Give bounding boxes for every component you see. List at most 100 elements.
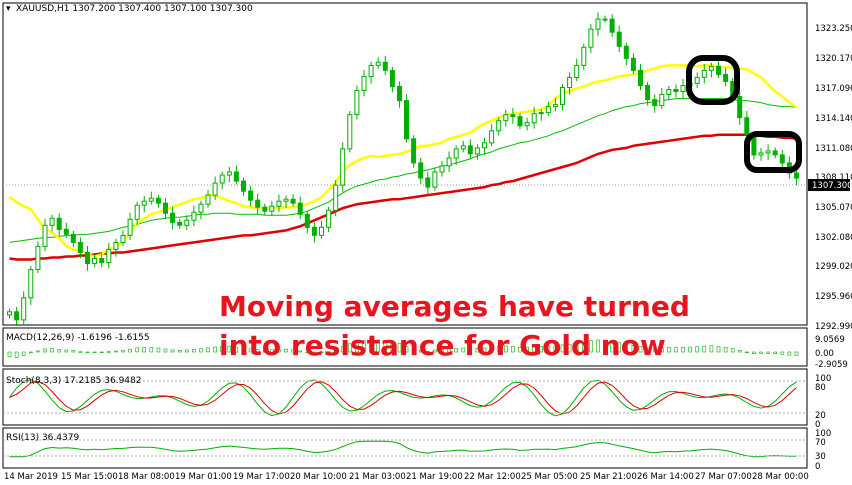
macd-bar — [688, 346, 692, 353]
ma-fast-line — [8, 64, 798, 258]
candle-body — [49, 217, 55, 226]
candle-body — [170, 212, 176, 223]
candle-body — [397, 86, 402, 102]
candle-body — [375, 61, 381, 66]
candle-body — [772, 150, 778, 156]
candle-body — [99, 258, 105, 263]
macd-bar — [284, 348, 288, 353]
macd-bar — [255, 349, 260, 353]
macd-bar — [291, 349, 295, 353]
candle-body — [148, 197, 154, 202]
macd-bar — [482, 347, 487, 353]
macd-bar — [135, 347, 139, 353]
time-label: 15 Mar 15:00 — [61, 472, 118, 482]
macd-bar — [85, 351, 90, 354]
candle-body — [425, 177, 431, 188]
candle-body — [28, 269, 34, 299]
macd-label: MACD(12,26,9) -1.6196 -1.6155 — [6, 333, 150, 343]
macd-bar — [7, 351, 12, 358]
macd-bar — [206, 347, 210, 353]
macd-bar — [192, 348, 196, 353]
macd-bar — [624, 343, 629, 353]
candle-body — [21, 297, 27, 321]
macd-bar — [347, 343, 352, 353]
candle-body — [496, 120, 502, 132]
candle-body — [567, 76, 573, 89]
time-label: 18 Mar 08:00 — [118, 472, 175, 482]
macd-bar — [433, 349, 437, 353]
macd-bar — [603, 339, 607, 353]
current-price-box — [808, 179, 850, 191]
ma-fast-series — [8, 64, 798, 258]
candle-body — [701, 69, 707, 78]
macd-bar — [376, 339, 381, 353]
candle-body — [77, 241, 83, 253]
candle-body — [418, 162, 424, 179]
macd-bar — [220, 345, 224, 353]
time-label: 26 Mar 14:00 — [637, 472, 694, 482]
macd-bar — [723, 346, 728, 353]
macd-bar — [99, 351, 104, 354]
stoch-tick: 100 — [815, 374, 831, 384]
candle-body — [560, 87, 565, 106]
candle-body — [155, 197, 161, 204]
time-label: 27 Mar 07:00 — [695, 472, 752, 482]
macd-bar — [383, 340, 388, 353]
candle-body — [467, 145, 473, 155]
candle-body — [262, 206, 268, 212]
macd-bar — [730, 348, 735, 353]
candle-body — [219, 174, 225, 184]
candle-body — [545, 106, 551, 114]
candle-body — [212, 182, 218, 196]
chart-collapse-icon[interactable]: ▾ — [6, 4, 11, 14]
macd-bar — [645, 347, 650, 353]
macd-bar — [525, 346, 529, 353]
macd-bar — [759, 351, 763, 354]
macd-bar — [574, 342, 579, 353]
ma-mid-line — [9, 98, 797, 243]
time-axis: 14 Mar 2019 15 Mar 15:00 18 Mar 08:00 19… — [4, 472, 809, 482]
macd-bar — [440, 349, 444, 353]
macd-bar — [780, 351, 785, 355]
time-label: 21 Mar 19:00 — [406, 472, 463, 482]
price-tick: 1323.250 — [815, 24, 852, 34]
macd-bar — [766, 351, 770, 354]
macd-bar — [163, 348, 168, 353]
candle-body — [276, 200, 282, 207]
time-label: 19 Mar 01:00 — [175, 472, 232, 482]
candle-body — [574, 64, 580, 79]
main-price-axis: 1323.250 1320.170 1317.090 1314.140 1311… — [815, 24, 852, 332]
macd-bar — [50, 348, 54, 353]
candle-body — [453, 148, 459, 159]
macd-bar — [652, 348, 657, 353]
macd-bar — [560, 344, 565, 353]
macd-tick: -2.9059 — [815, 360, 848, 370]
price-tick: 1305.070 — [815, 203, 852, 213]
stoch-tick: 0 — [815, 420, 820, 430]
candle-body — [489, 130, 495, 144]
macd-bar — [461, 347, 466, 353]
macd-bar — [340, 346, 345, 353]
macd-bar — [114, 350, 118, 353]
macd-bar — [567, 343, 572, 353]
macd-bar — [503, 345, 508, 353]
candle-body — [354, 90, 360, 116]
macd-bar — [454, 347, 459, 353]
price-tick: 1299.020 — [815, 262, 852, 272]
macd-bar — [355, 341, 359, 353]
macd-bar — [596, 339, 600, 353]
macd-bar — [468, 348, 473, 353]
candle-body — [269, 205, 275, 212]
stoch-signal-line — [9, 380, 797, 415]
candle-body — [14, 311, 20, 321]
candle-body — [538, 112, 544, 115]
candle-body — [283, 198, 289, 202]
macd-bar — [425, 350, 430, 353]
candle-body — [333, 184, 339, 211]
stoch-main-line — [9, 379, 797, 417]
candle-body — [56, 217, 62, 230]
time-label: 14 Mar 2019 — [4, 472, 58, 482]
macd-bar — [532, 346, 537, 353]
macd-bar — [43, 348, 47, 353]
